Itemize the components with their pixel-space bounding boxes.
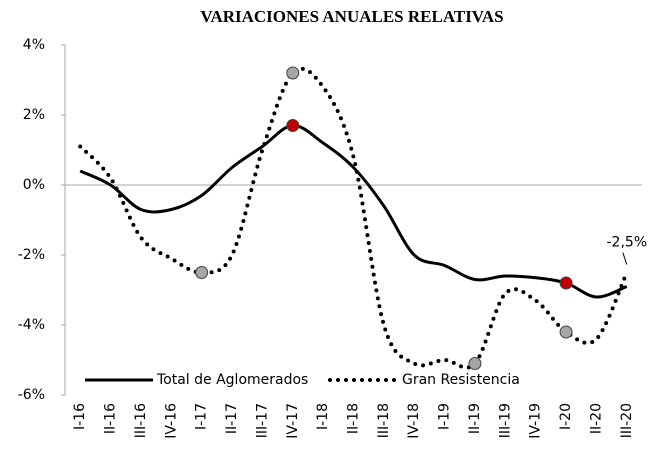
series-line bbox=[79, 124, 628, 299]
y-tick-label: -4% bbox=[18, 317, 45, 333]
x-tick-label: II-18 bbox=[346, 403, 362, 434]
marker bbox=[559, 276, 573, 290]
data-label: -2,5% bbox=[607, 235, 648, 251]
x-tick-label: II-20 bbox=[588, 403, 604, 434]
marker bbox=[286, 119, 300, 132]
x-tick-label: II-19 bbox=[467, 403, 483, 434]
legend-label: Gran Resistencia bbox=[402, 372, 520, 388]
chart-title: VARIACIONES ANUALES RELATIVAS bbox=[200, 7, 503, 26]
x-tick-label: III-19 bbox=[497, 403, 513, 438]
x-tick-label: III-20 bbox=[619, 403, 635, 438]
x-tick-label: I-17 bbox=[194, 403, 210, 430]
y-tick-label: -6% bbox=[18, 387, 45, 403]
marker bbox=[286, 66, 300, 80]
x-tick-label: I-20 bbox=[558, 403, 574, 430]
x-tick-label: II-16 bbox=[103, 403, 119, 434]
x-tick-label: I-19 bbox=[437, 403, 453, 430]
x-tick-label: IV-19 bbox=[528, 403, 544, 439]
x-tick-label: III-17 bbox=[254, 403, 270, 438]
x-tick-label: II-17 bbox=[224, 403, 240, 434]
marker bbox=[559, 325, 573, 339]
y-tick-label: 2% bbox=[23, 107, 45, 123]
y-tick-label: -2% bbox=[18, 247, 45, 263]
marker bbox=[195, 266, 209, 279]
x-tick-label: I-18 bbox=[315, 403, 331, 430]
y-tick-label: 4% bbox=[23, 37, 45, 53]
leader-line bbox=[622, 252, 628, 265]
series-line bbox=[78, 66, 629, 370]
y-tick-label: 0% bbox=[23, 177, 45, 193]
x-tick-label: IV-17 bbox=[285, 403, 301, 439]
x-tick-label: IV-18 bbox=[406, 403, 422, 439]
x-tick-label: I-16 bbox=[72, 403, 88, 430]
x-tick-label: III-18 bbox=[376, 403, 392, 438]
x-tick-label: III-16 bbox=[133, 403, 149, 438]
legend-label: Total de Aglomerados bbox=[156, 372, 308, 388]
x-tick-label: IV-16 bbox=[163, 403, 179, 439]
marker bbox=[468, 357, 482, 370]
